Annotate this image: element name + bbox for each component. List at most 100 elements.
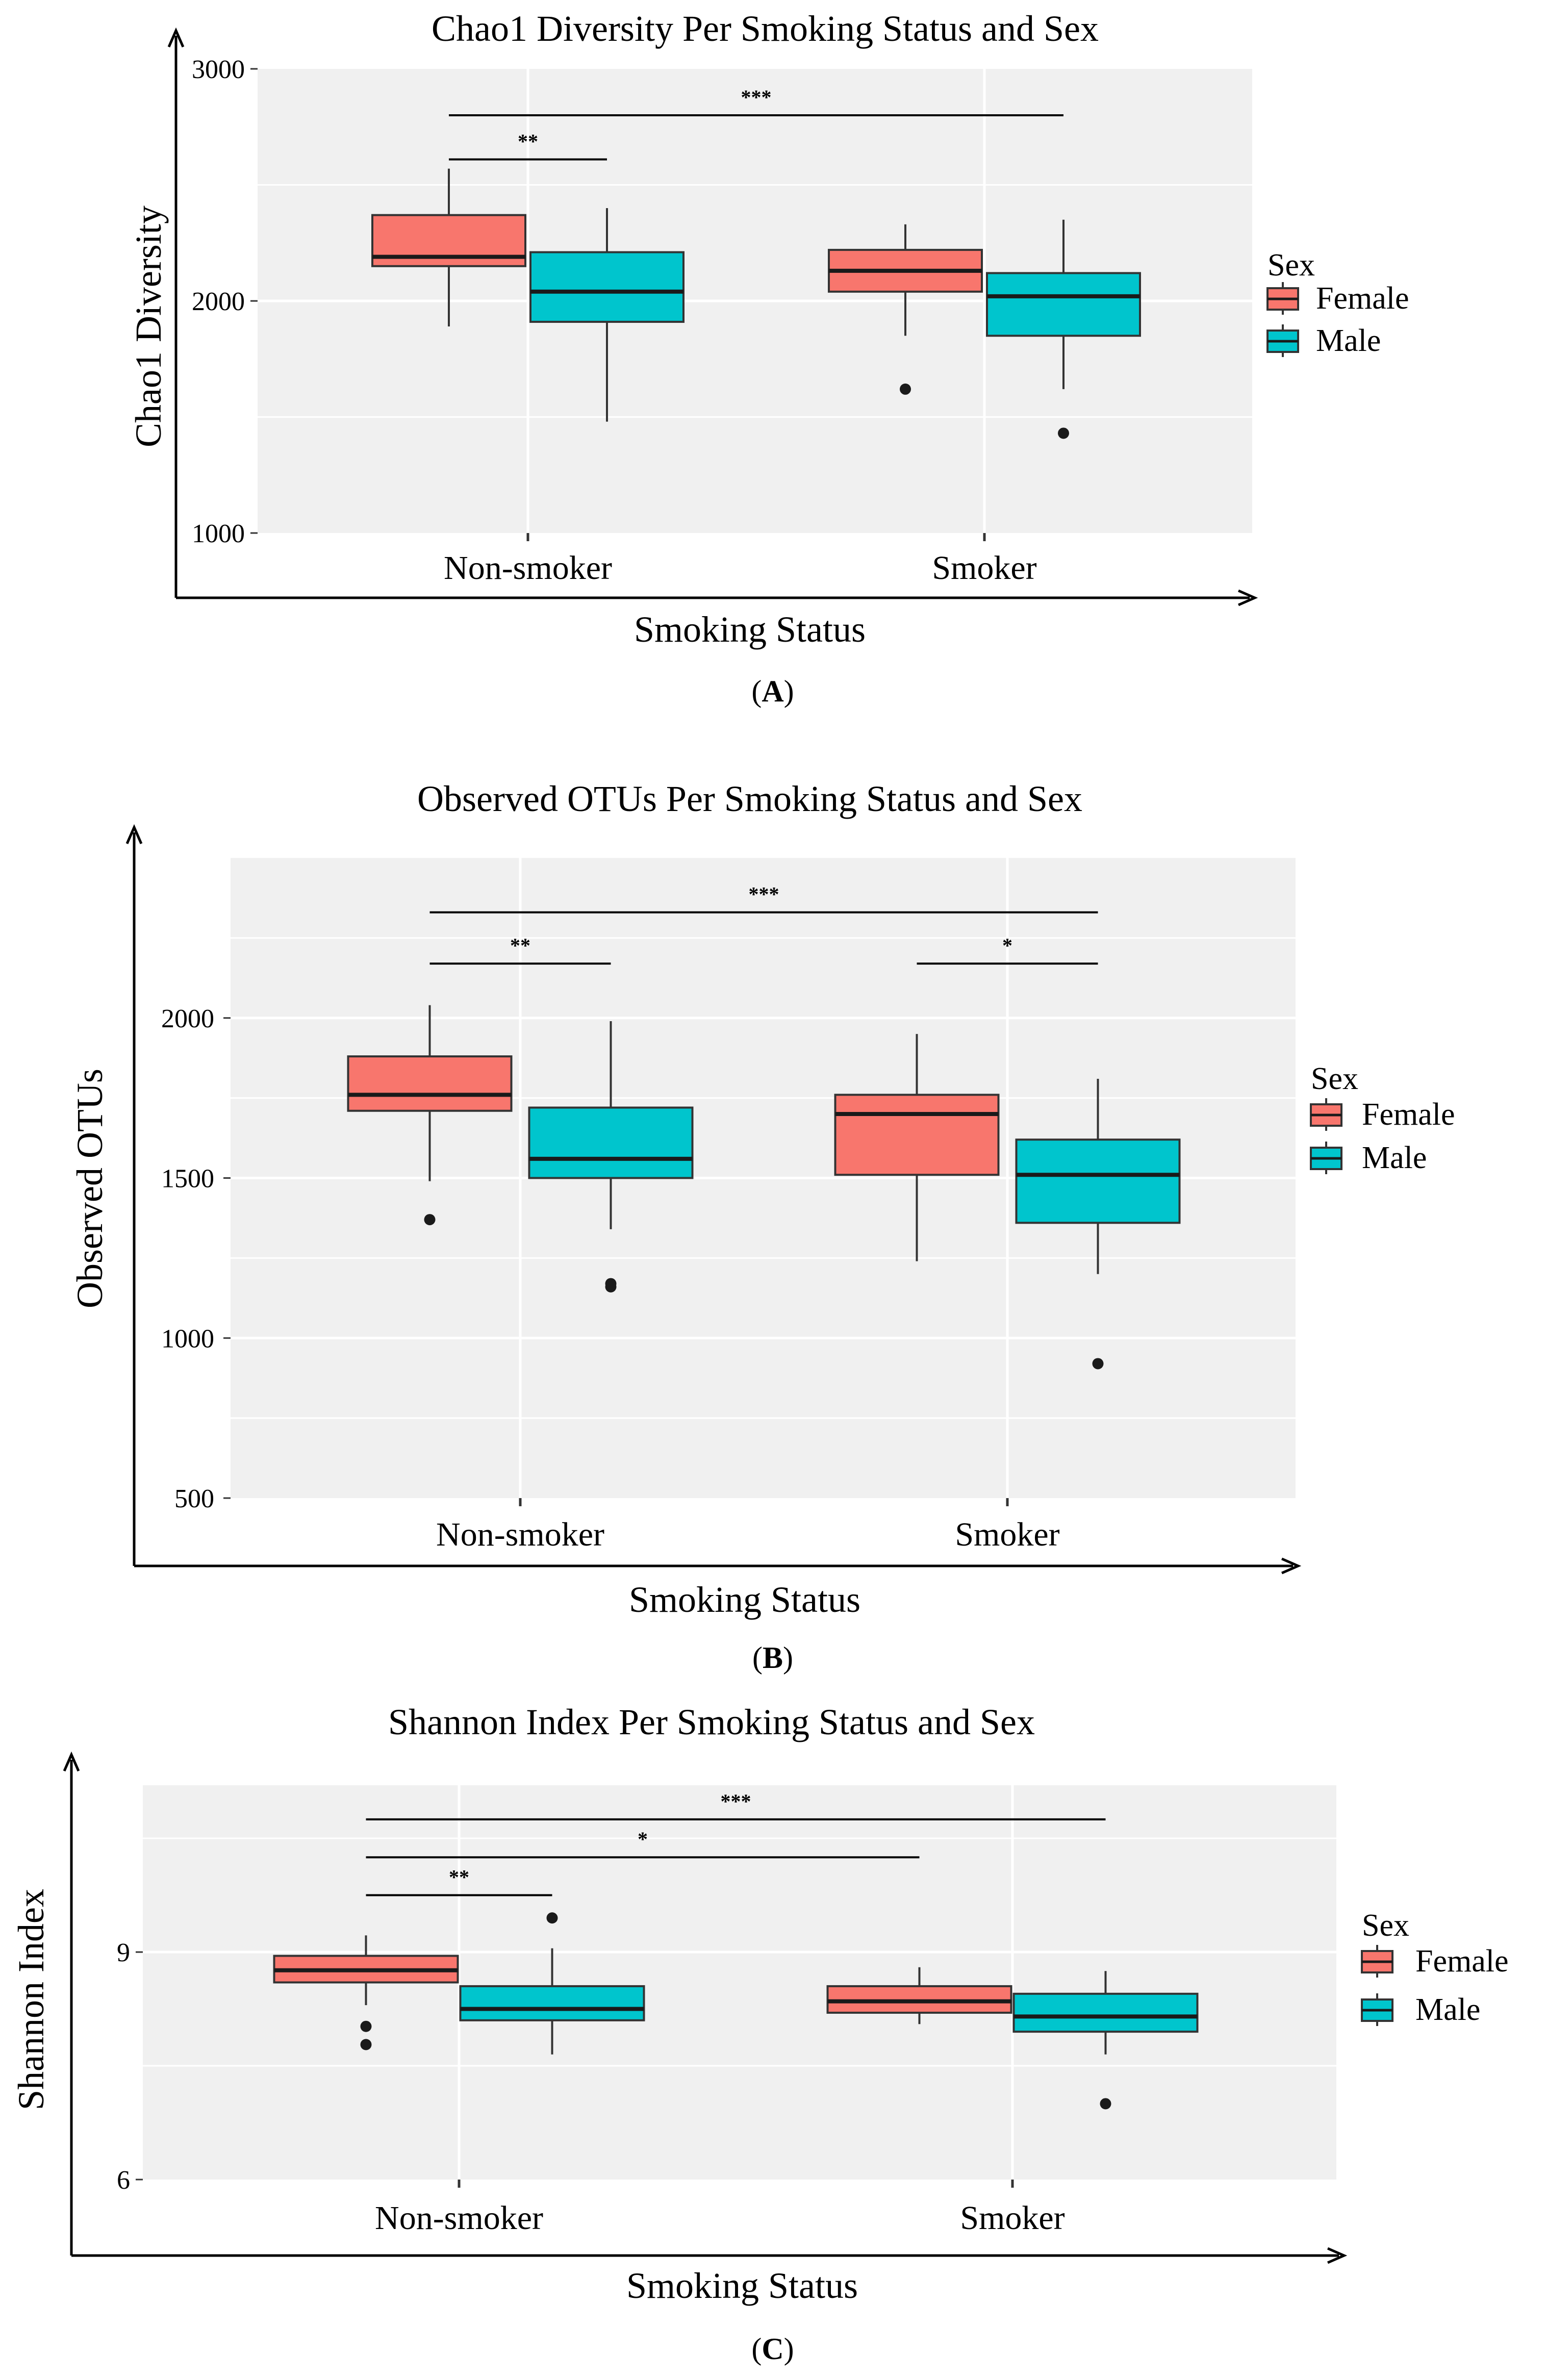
y-axis-title: Shannon Index [11, 1889, 52, 2110]
legend-title: Sex [1311, 1061, 1358, 1096]
outlier-point [1058, 427, 1069, 439]
box-female-non-smoker [347, 1005, 513, 1226]
outlier-point [424, 1214, 436, 1226]
box-female-smoker [834, 1034, 1000, 1261]
y-tick-label: 3000 [192, 55, 245, 84]
box-body [459, 1985, 645, 2021]
legend-key-male [1361, 1993, 1393, 2026]
x-axis-title: Smoking Status [634, 609, 866, 650]
y-tick-label: 1000 [161, 1324, 214, 1353]
box-female-smoker [828, 224, 983, 395]
box-female-smoker [826, 1967, 1012, 2024]
legend-label: Male [1415, 1992, 1480, 2027]
panel-caption: (B) [752, 1641, 793, 1675]
legend-key-female [1310, 1098, 1342, 1131]
box-male-non-smoker [529, 208, 685, 422]
outlier-point [900, 383, 911, 395]
chart-title: Shannon Index Per Smoking Status and Sex [388, 1702, 1035, 1742]
x-tick-label: Non-smoker [436, 1516, 604, 1553]
chart-title: Chao1 Diversity Per Smoking Status and S… [432, 8, 1099, 49]
panel-caption: (A) [751, 674, 794, 708]
box-body [347, 1055, 513, 1112]
y-axis-arrowhead [63, 1751, 80, 1772]
y-axis-arrowhead [167, 27, 185, 48]
legend-key-female [1266, 282, 1299, 315]
chart-title: Observed OTUs Per Smoking Status and Sex [417, 778, 1082, 819]
box-male-smoker [1012, 1971, 1199, 2110]
x-axis-arrowhead [1237, 589, 1258, 606]
x-axis-title: Smoking Status [626, 2265, 858, 2306]
legend-key-female [1361, 1945, 1393, 1978]
box-male-non-smoker [528, 1021, 694, 1293]
legend-key-male [1310, 1142, 1342, 1174]
legend-label: Female [1316, 281, 1409, 316]
box-male-smoker [1015, 1078, 1181, 1370]
y-tick-label: 9 [117, 1938, 130, 1967]
x-tick-label: Non-smoker [375, 2199, 543, 2237]
outlier-point [360, 2039, 372, 2050]
x-tick-label: Smoker [960, 2199, 1065, 2237]
x-tick-label: Smoker [932, 549, 1036, 587]
legend-label: Female [1362, 1097, 1455, 1132]
legend-label: Female [1415, 1944, 1509, 1979]
caption-paren-open: ( [751, 2332, 762, 2366]
legend-label: Male [1362, 1141, 1427, 1175]
y-axis-arrowhead [125, 824, 143, 845]
outlier-point [605, 1278, 617, 1289]
y-axis-title: Observed OTUs [69, 1069, 110, 1308]
caption-letter: B [763, 1641, 783, 1675]
significance-label: *** [749, 883, 779, 906]
box-body [986, 272, 1141, 337]
caption-letter: A [762, 674, 783, 708]
box-body [528, 1106, 694, 1179]
caption-paren-open: ( [751, 674, 762, 708]
caption-paren-close: ) [784, 2332, 794, 2366]
significance-label: *** [741, 86, 772, 109]
x-axis-title: Smoking Status [629, 1579, 860, 1620]
y-tick-label: 2000 [192, 287, 245, 316]
x-tick-label: Non-smoker [444, 549, 612, 587]
box-male-smoker [986, 219, 1141, 439]
box-body [1012, 1992, 1199, 2033]
caption-letter: C [762, 2332, 783, 2366]
legend-title: Sex [1268, 248, 1315, 283]
y-tick-label: 1000 [192, 519, 245, 548]
box-male-non-smoker [459, 1912, 645, 2055]
box-body [1015, 1138, 1181, 1224]
legend-key-male [1266, 324, 1299, 357]
outlier-point [546, 1912, 558, 1924]
box-body [529, 251, 685, 323]
y-tick-label: 500 [174, 1484, 214, 1513]
legend-title: Sex [1362, 1908, 1409, 1943]
outlier-point [360, 2020, 372, 2032]
caption-paren-close: ) [784, 674, 794, 708]
box-female-non-smoker [371, 168, 526, 327]
significance-label: *** [721, 1790, 751, 1813]
box-female-non-smoker [273, 1935, 459, 2050]
panel-caption: (C) [751, 2332, 794, 2366]
y-axis-title: Chao1 Diversity [128, 206, 169, 447]
outlier-point [1092, 1358, 1104, 1370]
y-tick-label: 2000 [161, 1004, 214, 1033]
legend-label: Male [1316, 323, 1381, 358]
significance-label: ** [518, 130, 538, 153]
significance-label: ** [510, 934, 530, 957]
significance-label: * [638, 1828, 648, 1851]
x-axis-arrowhead [1281, 1557, 1302, 1575]
x-axis-arrowhead [1327, 2247, 1348, 2264]
outlier-point [1100, 2098, 1111, 2110]
caption-paren-close: ) [783, 1641, 793, 1675]
x-tick-label: Smoker [955, 1516, 1059, 1553]
caption-paren-open: ( [752, 1641, 763, 1675]
box-body [834, 1094, 1000, 1176]
significance-label: ** [449, 1866, 469, 1889]
significance-label: * [1002, 934, 1012, 957]
y-tick-label: 1500 [161, 1164, 214, 1194]
